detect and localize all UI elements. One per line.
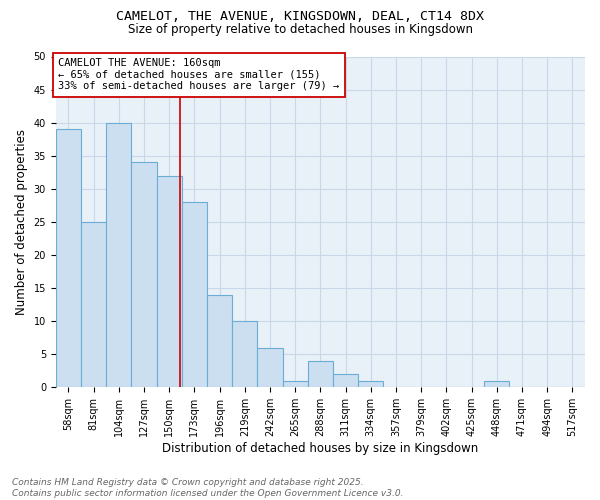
Bar: [207, 294, 232, 388]
Text: CAMELOT THE AVENUE: 160sqm
← 65% of detached houses are smaller (155)
33% of sem: CAMELOT THE AVENUE: 160sqm ← 65% of deta…: [58, 58, 340, 92]
Bar: [358, 380, 383, 388]
Bar: [333, 374, 358, 388]
Text: Contains HM Land Registry data © Crown copyright and database right 2025.
Contai: Contains HM Land Registry data © Crown c…: [12, 478, 404, 498]
X-axis label: Distribution of detached houses by size in Kingsdown: Distribution of detached houses by size …: [162, 442, 479, 455]
Bar: [308, 361, 333, 388]
Bar: [157, 176, 182, 388]
Bar: [283, 380, 308, 388]
Bar: [106, 122, 131, 388]
Y-axis label: Number of detached properties: Number of detached properties: [15, 129, 28, 315]
Bar: [131, 162, 157, 388]
Bar: [182, 202, 207, 388]
Bar: [257, 348, 283, 388]
Text: Size of property relative to detached houses in Kingsdown: Size of property relative to detached ho…: [128, 22, 473, 36]
Bar: [232, 321, 257, 388]
Text: CAMELOT, THE AVENUE, KINGSDOWN, DEAL, CT14 8DX: CAMELOT, THE AVENUE, KINGSDOWN, DEAL, CT…: [116, 10, 484, 23]
Bar: [56, 130, 81, 388]
Bar: [81, 222, 106, 388]
Bar: [484, 380, 509, 388]
